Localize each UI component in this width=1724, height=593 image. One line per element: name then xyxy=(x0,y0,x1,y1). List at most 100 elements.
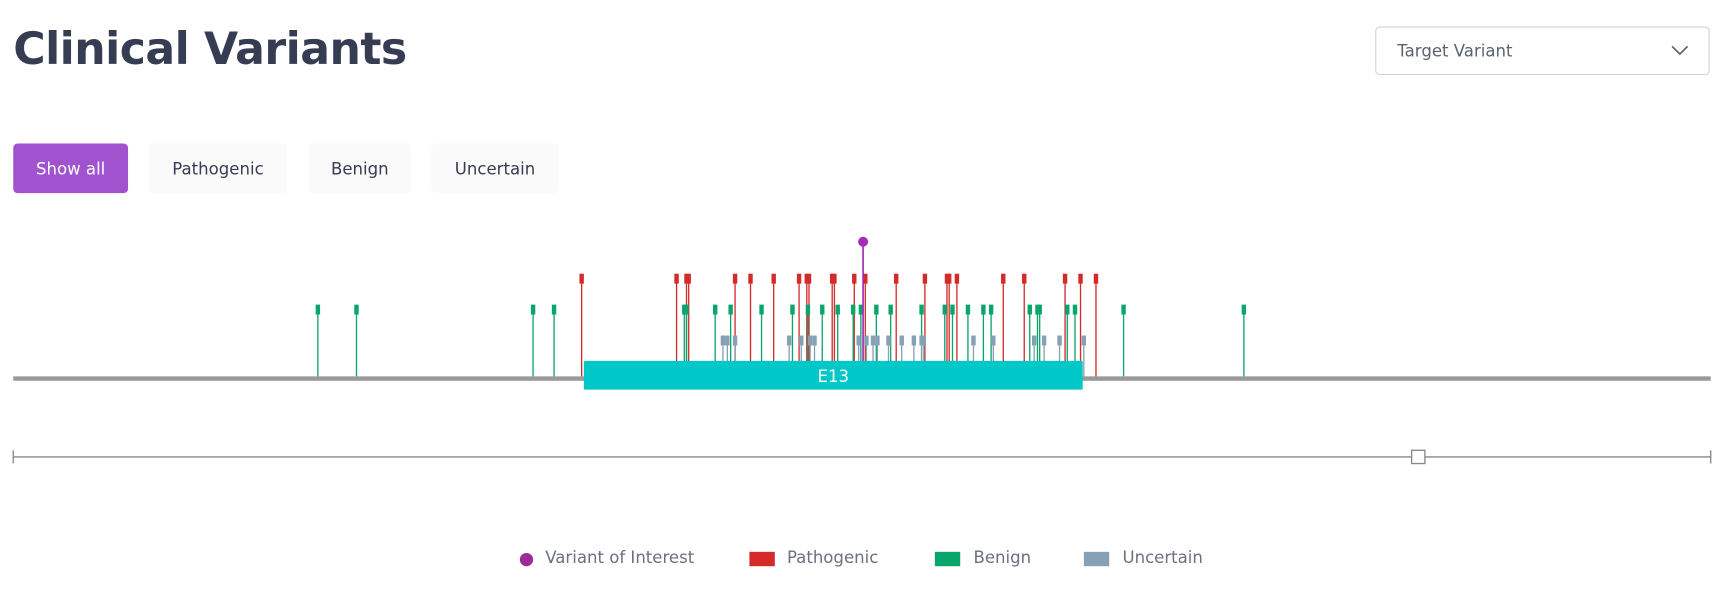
variant-head[interactable] xyxy=(712,304,718,315)
variant-head[interactable] xyxy=(1241,304,1247,315)
variant-head[interactable] xyxy=(835,304,840,315)
variant-head[interactable] xyxy=(748,273,753,284)
variant-head[interactable] xyxy=(875,335,880,346)
variant-head[interactable] xyxy=(771,273,776,284)
variant-head[interactable] xyxy=(954,273,960,284)
pathogenic-variant[interactable] xyxy=(771,273,776,377)
variant-head[interactable] xyxy=(1121,304,1126,315)
variant-head[interactable] xyxy=(530,304,536,315)
filter-benign-button[interactable]: Benign xyxy=(309,143,411,194)
filter-pathogenic-button[interactable]: Pathogenic xyxy=(148,143,287,194)
pathogenic-variant[interactable] xyxy=(832,273,837,377)
variant-head[interactable] xyxy=(899,335,904,346)
variant-of-interest[interactable] xyxy=(858,236,869,377)
variant-head[interactable] xyxy=(1072,304,1078,315)
variant-head[interactable] xyxy=(812,335,817,346)
variant-head[interactable] xyxy=(1093,273,1099,284)
variant-head[interactable] xyxy=(820,304,825,315)
pathogenic-variant[interactable] xyxy=(806,273,812,377)
variant-head[interactable] xyxy=(725,335,730,346)
variant-head[interactable] xyxy=(684,304,689,315)
filter-show-all-button[interactable]: Show all xyxy=(13,143,129,194)
variant-head[interactable] xyxy=(888,304,893,315)
variant-head[interactable] xyxy=(922,273,928,284)
pathogenic-variant[interactable] xyxy=(1062,273,1068,377)
benign-variant[interactable] xyxy=(354,304,359,377)
variant-head[interactable] xyxy=(858,304,864,315)
variant-head[interactable] xyxy=(1081,335,1087,346)
pathogenic-variant[interactable] xyxy=(796,273,802,377)
variant-head[interactable] xyxy=(551,304,557,315)
variant-head[interactable] xyxy=(579,273,584,284)
benign-variant[interactable] xyxy=(315,304,321,377)
variant-head[interactable] xyxy=(971,335,976,346)
pathogenic-variant[interactable] xyxy=(1001,273,1006,377)
filter-uncertain-button[interactable]: Uncertain xyxy=(431,143,559,194)
variant-head[interactable] xyxy=(1065,304,1070,315)
pathogenic-variant[interactable] xyxy=(579,273,584,377)
exon-e13[interactable] xyxy=(583,360,1083,390)
variant-head[interactable] xyxy=(942,304,947,315)
variant-head[interactable] xyxy=(850,304,856,315)
variant-head[interactable] xyxy=(790,304,795,315)
pathogenic-variant[interactable] xyxy=(1093,273,1099,377)
variant-head[interactable] xyxy=(991,335,996,346)
pathogenic-variant[interactable] xyxy=(1022,273,1027,377)
range-slider[interactable] xyxy=(12,449,1712,465)
pathogenic-variant[interactable] xyxy=(922,273,928,377)
pathogenic-variant[interactable] xyxy=(852,273,857,377)
variant-head[interactable] xyxy=(1062,273,1068,284)
pathogenic-variant[interactable] xyxy=(1078,273,1083,377)
variant-head[interactable] xyxy=(870,335,876,346)
variant-head[interactable] xyxy=(674,273,679,284)
variant-head[interactable] xyxy=(832,273,837,284)
variant-head[interactable] xyxy=(720,335,726,346)
variant-head[interactable] xyxy=(1057,335,1062,346)
variant-head[interactable] xyxy=(759,304,764,315)
variant-head[interactable] xyxy=(919,304,924,315)
variant-head[interactable] xyxy=(1022,273,1027,284)
variant-head[interactable] xyxy=(1078,273,1083,284)
variant-head[interactable] xyxy=(1027,304,1032,315)
pathogenic-variant[interactable] xyxy=(893,273,899,377)
variant-head[interactable] xyxy=(732,273,738,284)
variant-head[interactable] xyxy=(354,304,359,315)
variant-head[interactable] xyxy=(1001,273,1006,284)
variant-head[interactable] xyxy=(946,273,952,284)
variant-head[interactable] xyxy=(796,273,802,284)
benign-variant[interactable] xyxy=(530,304,536,377)
benign-variant[interactable] xyxy=(1121,304,1126,377)
variant-head[interactable] xyxy=(806,273,812,284)
variant-head[interactable] xyxy=(686,273,691,284)
variant-head[interactable] xyxy=(1037,304,1042,315)
variant-head[interactable] xyxy=(886,335,891,346)
variant-head[interactable] xyxy=(807,335,813,346)
variant-head[interactable] xyxy=(1041,335,1047,346)
variant-head[interactable] xyxy=(728,304,733,315)
benign-variant[interactable] xyxy=(551,304,557,377)
variant-head[interactable] xyxy=(911,335,917,346)
variant-head[interactable] xyxy=(864,335,869,346)
variant-head[interactable] xyxy=(1031,335,1037,346)
uncertain-variant[interactable] xyxy=(1081,335,1087,377)
variant-head[interactable] xyxy=(981,304,986,315)
variant-head[interactable] xyxy=(863,273,868,284)
pathogenic-variant[interactable] xyxy=(863,273,868,377)
variant-head[interactable] xyxy=(315,304,321,315)
variant-head[interactable] xyxy=(988,304,994,315)
pathogenic-variant[interactable] xyxy=(686,273,691,377)
pathogenic-variant[interactable] xyxy=(674,273,679,377)
variant-head[interactable] xyxy=(805,304,811,315)
variant-head[interactable] xyxy=(893,273,899,284)
pathogenic-variant[interactable] xyxy=(748,273,753,377)
target-variant-dropdown[interactable]: Target Variant xyxy=(1375,26,1710,76)
variant-head[interactable] xyxy=(950,304,955,315)
variant-head[interactable] xyxy=(965,304,971,315)
variant-head[interactable] xyxy=(921,335,927,346)
variant-head[interactable] xyxy=(874,304,879,315)
variant-head[interactable] xyxy=(732,335,738,346)
pathogenic-variant[interactable] xyxy=(954,273,960,377)
pathogenic-variant[interactable] xyxy=(946,273,952,377)
variant-head[interactable] xyxy=(856,335,861,346)
variant-head[interactable] xyxy=(852,273,857,284)
